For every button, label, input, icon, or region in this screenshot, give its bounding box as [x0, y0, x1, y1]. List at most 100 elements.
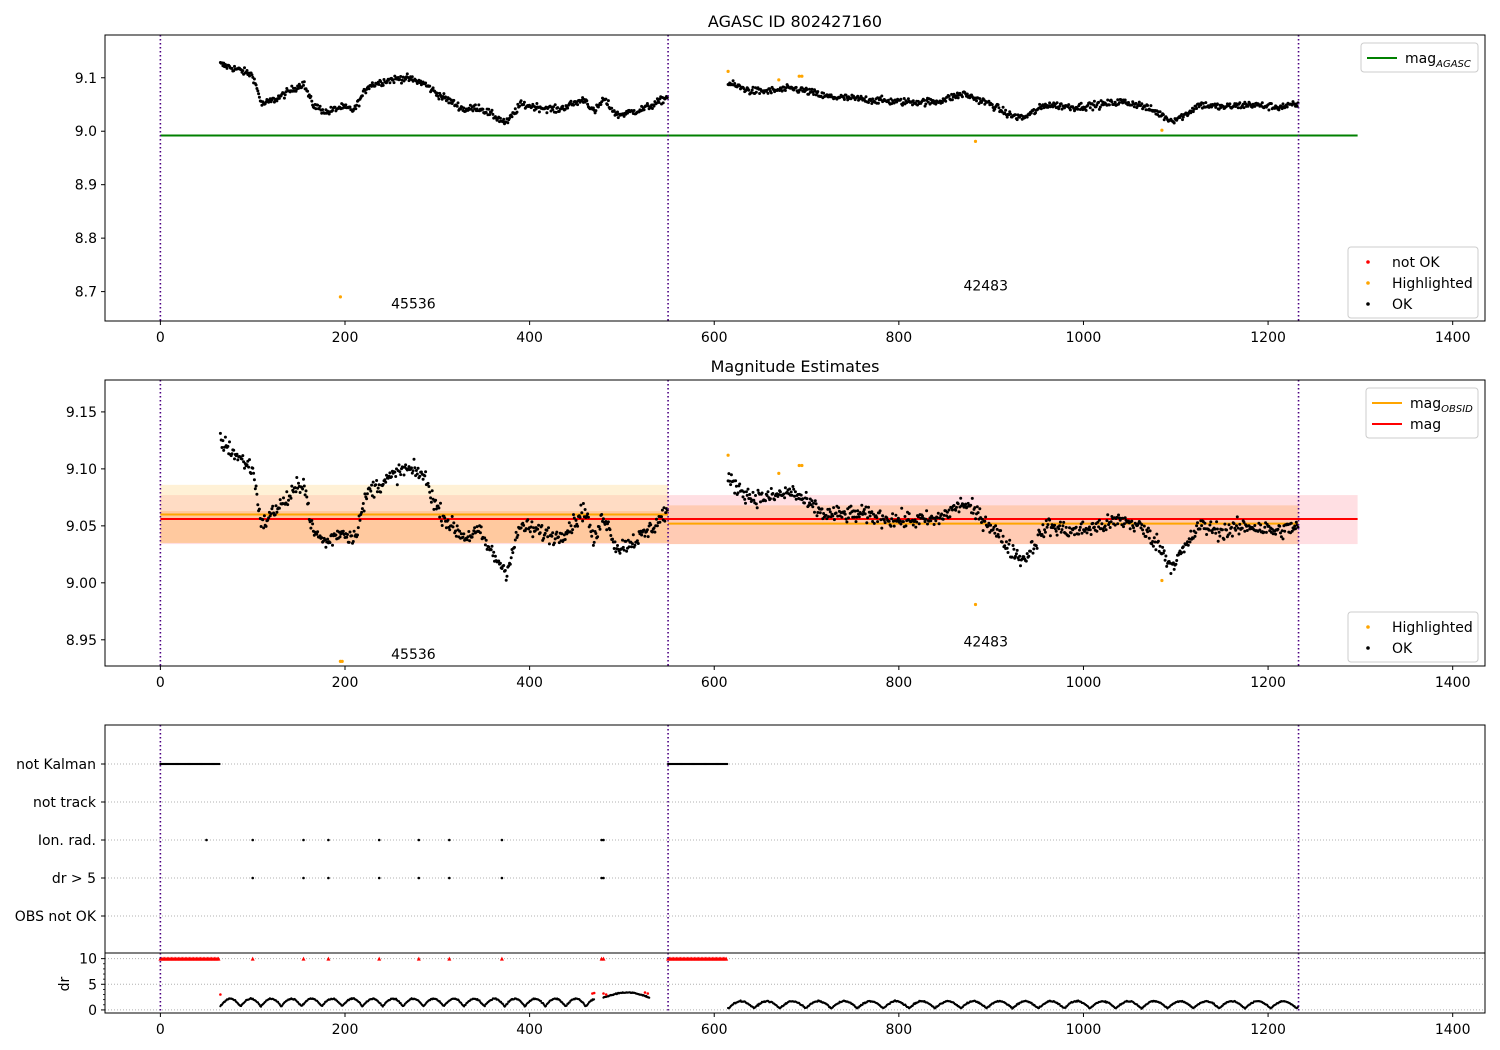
ok-point: [977, 102, 981, 106]
ok-point: [603, 522, 607, 526]
ok-point: [502, 564, 506, 567]
ok-point: [782, 492, 786, 496]
ok-point: [882, 518, 886, 522]
ok-point: [1132, 105, 1136, 109]
ok-point: [828, 510, 832, 514]
ok-point: [490, 544, 494, 548]
ok-point: [975, 505, 979, 509]
ok-point: [880, 526, 884, 530]
ok-point: [1269, 102, 1273, 106]
ok-point: [1084, 108, 1088, 112]
ok-point: [362, 509, 366, 513]
ok-point: [856, 509, 860, 513]
ok-point: [867, 505, 870, 509]
ok-point: [557, 535, 560, 539]
ok-point: [947, 94, 951, 98]
ok-point: [1122, 522, 1126, 526]
ok-point: [1201, 101, 1205, 105]
ok-point: [660, 508, 664, 512]
ok-point: [593, 111, 597, 115]
ok-point: [1140, 523, 1144, 527]
dr-point: [648, 996, 651, 999]
ok-point: [1189, 529, 1193, 533]
ok-point: [1123, 516, 1127, 520]
ok-point: [1088, 106, 1092, 110]
ok-point: [596, 535, 600, 539]
ok-point: [253, 487, 257, 491]
ok-point: [805, 88, 809, 91]
ok-point: [1123, 98, 1127, 102]
ok-point: [986, 524, 990, 528]
ok-point: [431, 497, 435, 501]
ok-point: [1107, 103, 1111, 107]
legend-label: Highlighted: [1392, 620, 1473, 636]
ok-point: [552, 541, 556, 545]
ok-point: [1063, 106, 1066, 110]
highlighted-point: [338, 295, 342, 299]
ok-point: [1181, 545, 1185, 549]
ok-point: [1069, 531, 1073, 535]
capped-dr-marker: [326, 956, 331, 961]
ok-point: [294, 490, 298, 494]
ok-point: [793, 494, 796, 498]
ok-point: [1192, 107, 1196, 111]
ok-point: [1034, 111, 1037, 115]
ok-point: [812, 93, 816, 96]
ok-point: [1044, 519, 1048, 523]
ok-point: [782, 85, 786, 89]
ok-point: [282, 96, 286, 100]
ok-point: [864, 95, 868, 99]
legend-box: [1360, 42, 1479, 73]
ok-point: [1142, 532, 1145, 536]
ok-point: [402, 473, 406, 477]
x-tick-label: 0: [156, 1022, 165, 1038]
ok-point: [1144, 535, 1148, 538]
highlighted-point: [340, 659, 344, 664]
legend-dot-swatch: [1366, 625, 1370, 629]
flag-point: [218, 762, 221, 766]
ok-point: [311, 522, 315, 526]
ok-point: [1140, 102, 1144, 106]
ok-point: [230, 452, 234, 456]
ok-point: [261, 518, 265, 522]
ok-point: [847, 516, 850, 520]
ok-point: [497, 559, 501, 563]
ok-point: [370, 81, 374, 85]
ok-point: [790, 493, 794, 497]
ok-point: [663, 519, 667, 523]
ok-point: [352, 529, 356, 533]
ok-point: [1038, 102, 1042, 106]
ok-point: [1024, 559, 1028, 563]
ok-point: [510, 115, 514, 119]
ok-point: [513, 107, 517, 111]
flag-point: [302, 876, 305, 880]
ok-point: [509, 556, 513, 560]
ok-point: [778, 490, 782, 494]
ok-point: [567, 521, 571, 525]
ok-point: [1008, 538, 1012, 542]
ok-point: [960, 95, 964, 99]
ok-point: [598, 527, 602, 531]
ok-point: [333, 105, 337, 109]
ok-point: [306, 89, 310, 93]
ok-point: [624, 539, 628, 543]
magnitude-axes-frame: [104, 379, 1486, 667]
ok-point: [1237, 532, 1241, 536]
ok-point: [1095, 529, 1099, 533]
ok-point: [1228, 531, 1232, 535]
ok-point: [529, 525, 533, 529]
ok-point: [745, 493, 749, 497]
ok-point: [269, 512, 273, 516]
y-tick-label: 9.15: [66, 405, 97, 421]
ok-point: [437, 506, 441, 510]
ok-point: [303, 493, 307, 497]
ok-point: [1208, 523, 1212, 527]
ok-point: [633, 543, 637, 547]
ok-point: [650, 530, 654, 534]
capped-dr-marker: [301, 956, 306, 961]
ok-point: [855, 515, 859, 519]
ok-point: [815, 514, 819, 518]
x-tick-label: 1200: [1250, 1022, 1286, 1038]
ok-point: [373, 84, 377, 88]
ok-point: [255, 87, 259, 90]
